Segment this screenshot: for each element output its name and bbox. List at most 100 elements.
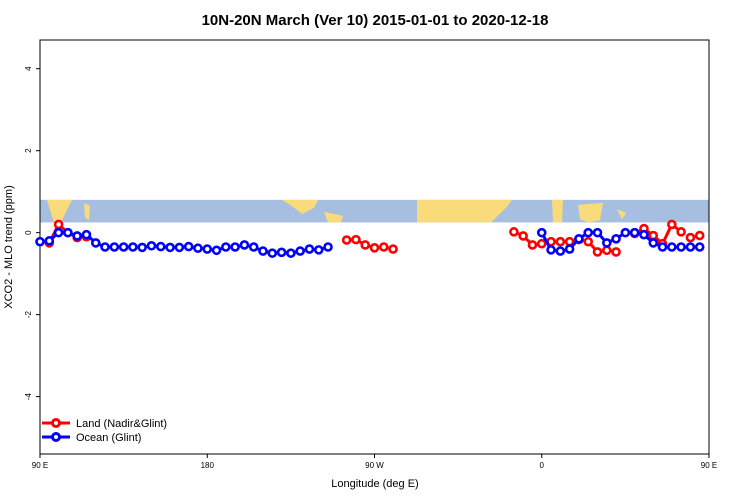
data-point (183, 241, 194, 252)
land-shape (324, 211, 343, 223)
y-axis: 4 2 0 -2 -4 (24, 66, 40, 400)
data-point (221, 242, 231, 252)
data-point (258, 246, 268, 256)
data-point (583, 227, 594, 238)
data-point (323, 242, 333, 252)
y-tick-label: 4 (24, 66, 33, 71)
data-point (639, 229, 649, 240)
data-point (536, 227, 547, 238)
data-point (388, 244, 398, 254)
data-point (286, 248, 296, 258)
data-point (118, 242, 129, 252)
data-point (193, 243, 203, 254)
x-tick-label: 90 W (365, 461, 384, 470)
legend: Land (Nadir&Glint) Ocean (Glint) (42, 418, 167, 444)
data-point (155, 241, 166, 252)
land-shape (578, 202, 603, 223)
data-point (676, 242, 686, 252)
data-point (239, 240, 250, 250)
data-point (341, 235, 352, 245)
x-tick-label: 180 (201, 461, 215, 470)
land-shape (47, 199, 72, 223)
y-tick-label: -2 (24, 311, 33, 319)
data-point (648, 230, 659, 241)
land-shape (282, 199, 318, 214)
data-point (378, 242, 389, 252)
data-point (694, 242, 705, 252)
data-point (109, 242, 120, 252)
data-point (267, 248, 278, 258)
data-point (685, 242, 696, 252)
x-axis-label: Longitude (deg E) (331, 478, 418, 490)
data-point (694, 230, 705, 241)
series-layer (35, 219, 705, 258)
data-point (620, 227, 631, 238)
data-point (555, 246, 566, 256)
continent-silhouettes (47, 199, 626, 223)
ocean-band (40, 199, 709, 223)
data-point (230, 242, 240, 252)
data-point (592, 227, 603, 238)
data-point (313, 245, 324, 255)
data-point (685, 232, 696, 243)
data-point (611, 234, 621, 244)
map-band (40, 199, 709, 223)
data-point (518, 231, 528, 241)
data-point (592, 247, 603, 257)
legend-marker-ocean (51, 432, 61, 442)
data-point (72, 231, 82, 241)
data-point (574, 234, 584, 244)
data-point (676, 227, 686, 237)
data-point (546, 245, 556, 255)
data-point (146, 240, 157, 251)
data-point (564, 244, 575, 254)
data-point (536, 238, 547, 249)
y-tick-label: -4 (24, 393, 33, 401)
land-shape (617, 208, 626, 220)
data-point (601, 245, 612, 256)
data-point (211, 245, 222, 256)
data-point (63, 227, 73, 238)
data-point (137, 242, 148, 253)
data-point (657, 242, 668, 252)
data-point (304, 244, 315, 254)
data-point (555, 236, 566, 247)
data-point (360, 240, 371, 250)
data-point (174, 242, 185, 253)
y-axis-label: XCO2 - MLO trend (ppm) (3, 185, 15, 308)
data-point (81, 229, 92, 240)
x-tick-label: 90 E (701, 461, 717, 470)
data-point (53, 219, 64, 230)
data-point (295, 246, 305, 256)
legend-label-ocean: Ocean (Glint) (76, 432, 141, 444)
data-point (667, 219, 677, 230)
legend-marker-land (51, 418, 61, 428)
data-point (629, 227, 640, 238)
data-point (165, 242, 175, 253)
land-shape (552, 199, 563, 223)
data-point (53, 227, 64, 238)
data-point (276, 247, 287, 258)
data-point (648, 238, 659, 248)
data-point (128, 242, 138, 252)
x-tick-label: 90 E (32, 461, 48, 470)
legend-label-land: Land (Nadir&Glint) (76, 418, 167, 430)
data-point (248, 242, 259, 252)
land-shape (417, 199, 512, 223)
data-point (90, 238, 101, 248)
data-point (44, 236, 55, 246)
y-tick-label: 2 (24, 148, 33, 153)
data-point (351, 234, 361, 245)
y-tick-label: 0 (24, 230, 33, 235)
x-tick-label: 0 (540, 461, 545, 470)
series-ocean (35, 227, 705, 258)
data-point (667, 242, 677, 252)
data-point (202, 244, 213, 254)
x-axis: 90 E 180 90 W 0 90 E (32, 454, 717, 470)
data-point (601, 238, 612, 248)
chart-title: 10N-20N March (Ver 10) 2015-01-01 to 202… (202, 12, 549, 29)
data-point (509, 227, 519, 237)
data-point (100, 242, 110, 252)
data-point (583, 236, 594, 247)
